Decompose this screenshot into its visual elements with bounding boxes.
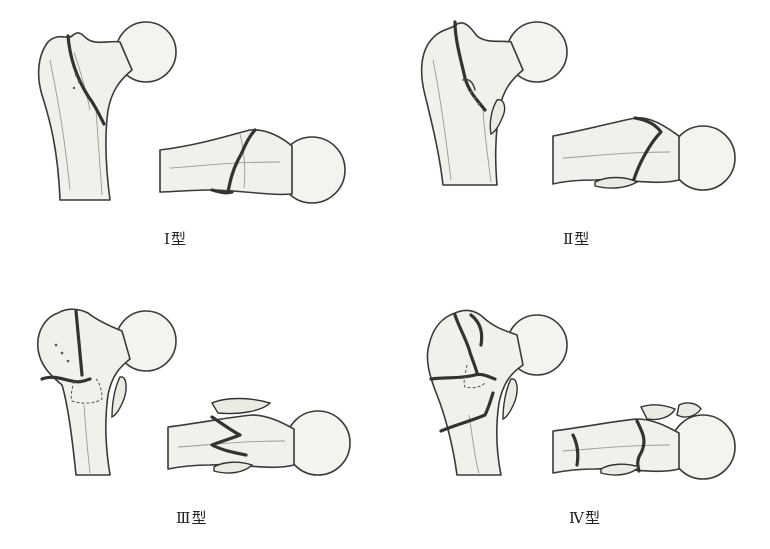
type-4-front-view [426, 309, 568, 476]
type-2-front-view [420, 20, 568, 186]
type-1-front-view [37, 21, 177, 201]
panel-type-4: Ⅳ型 [385, 275, 770, 549]
type-4-lateral-view [552, 402, 736, 480]
panel-type-2: Ⅱ型 [385, 0, 770, 270]
type-3-illustration [36, 308, 351, 476]
type-3-front-view [36, 308, 177, 476]
type-4-label: Ⅳ型 [569, 509, 601, 527]
type-3-lateral-view [167, 397, 351, 476]
type-2-illustration [420, 20, 736, 191]
type-2-label: Ⅱ型 [563, 230, 591, 248]
type-1-lateral-view [159, 128, 346, 204]
type-2-lateral-view [552, 116, 736, 191]
panel-type-1: Ⅰ型 [0, 0, 385, 270]
type-1-label: Ⅰ型 [164, 230, 187, 248]
type-1-illustration [37, 21, 346, 204]
type-4-illustration [426, 309, 736, 480]
panel-type-3: Ⅲ型 [0, 275, 385, 549]
type-3-label: Ⅲ型 [176, 509, 208, 527]
